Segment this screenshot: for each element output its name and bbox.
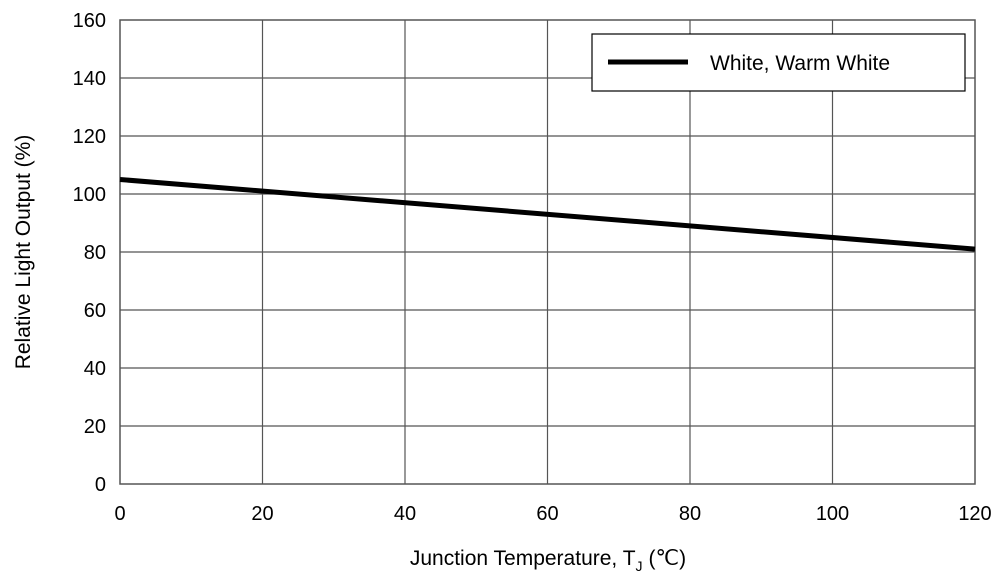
legend-label: White, Warm White	[710, 52, 890, 75]
x-tick-label: 60	[536, 503, 558, 525]
series-layer	[119, 177, 976, 252]
x-tick-label: 80	[679, 503, 701, 525]
plot-frame	[119, 19, 976, 485]
grid	[120, 20, 975, 484]
y-tick-label: 120	[73, 126, 106, 148]
y-tick-label: 40	[84, 358, 106, 380]
x-tick-label: 100	[816, 503, 849, 525]
series-line	[119, 177, 976, 252]
x-axis-title-subscript: J	[636, 558, 643, 574]
x-axis-title: Junction Temperature, TJ (℃)	[410, 547, 686, 574]
y-tick-label: 140	[73, 68, 106, 90]
y-axis: 0 20 40 60 80 100 120 140 160	[73, 10, 106, 496]
y-tick-label: 100	[73, 184, 106, 206]
x-axis: 0 20 40 60 80 100 120	[114, 503, 991, 525]
x-tick-label: 20	[251, 503, 273, 525]
y-tick-label: 20	[84, 416, 106, 438]
y-tick-label: 80	[84, 242, 106, 264]
y-tick-label: 160	[73, 10, 106, 32]
y-axis-title: Relative Light Output (%)	[12, 135, 35, 370]
x-tick-label: 40	[394, 503, 416, 525]
x-axis-title-main: Junction Temperature, T	[410, 547, 636, 570]
x-tick-label: 0	[114, 503, 125, 525]
y-tick-label: 0	[95, 474, 106, 496]
legend: White, Warm White	[591, 33, 966, 92]
y-tick-label: 60	[84, 300, 106, 322]
x-axis-title-unit: (℃)	[649, 547, 687, 570]
x-tick-label: 120	[958, 503, 991, 525]
